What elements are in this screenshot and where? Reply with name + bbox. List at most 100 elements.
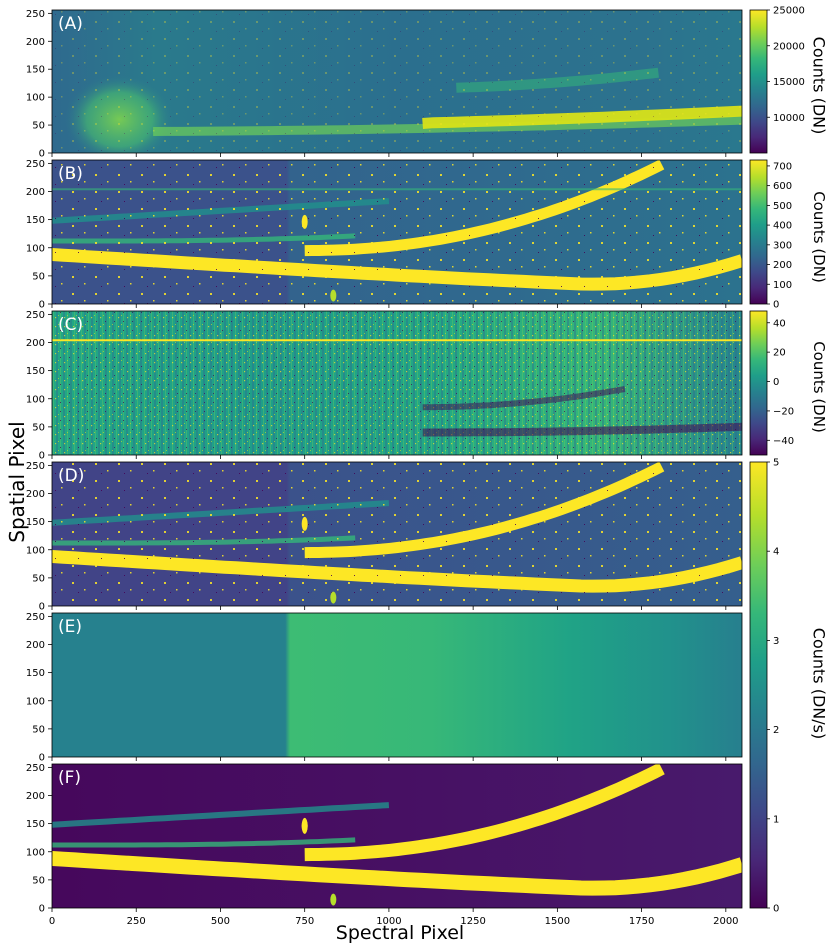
y-tick-label: 250 (26, 612, 45, 623)
y-tick-label: 100 (26, 394, 45, 405)
x-tick-label: 2000 (713, 916, 738, 927)
colorbar-tick-label: 200 (773, 260, 792, 271)
colorbar-tick-label: 600 (773, 181, 792, 192)
y-tick-label: 100 (26, 93, 45, 104)
residual-trace (422, 386, 626, 411)
heatmap-panel-f (52, 764, 742, 908)
y-tick-label: 250 (26, 9, 45, 20)
x-tick-label: 0 (49, 916, 55, 927)
panel-label: (C) (58, 315, 83, 335)
colorbar-tick-label: 25000 (773, 6, 805, 17)
panel-label: (D) (58, 466, 84, 486)
y-tick-label: 100 (26, 696, 45, 707)
colorbar-tick-label: 15000 (773, 77, 805, 88)
colorbar-tick-label: 500 (773, 201, 792, 212)
colorbar-label-a: Counts (DN) (809, 36, 829, 135)
heatmap-panel-c (52, 311, 742, 455)
colorbar-tick-label: 2 (773, 725, 779, 736)
panel-frame (51, 9, 743, 154)
colorbar-tick-label: 40 (773, 318, 786, 329)
colorbar-a (750, 10, 767, 153)
colorbar-tick-label: 1 (773, 814, 779, 825)
colorbar-tick-label: 400 (773, 221, 792, 232)
x-tick-label: 1000 (376, 916, 401, 927)
x-axis-label: Spectral Pixel (335, 922, 465, 944)
colorbar-tick-label: 20000 (773, 41, 805, 52)
y-tick-label: 50 (32, 271, 45, 282)
spectral-trace-lower (52, 851, 742, 896)
panel-frame (51, 159, 743, 305)
colorbar-c (750, 311, 767, 455)
colorbar-label-c: Counts (DN) (810, 341, 828, 433)
y-tick-label: 150 (26, 215, 45, 226)
y-tick-label: 150 (26, 366, 45, 377)
y-axis-label: Spatial Pixel (5, 421, 29, 543)
y-tick-label: 200 (26, 37, 45, 48)
y-tick-label: 150 (26, 668, 45, 679)
y-tick-label: 100 (26, 545, 45, 556)
y-tick-label: 200 (26, 640, 45, 651)
y-tick-label: 200 (26, 338, 45, 349)
y-tick-label: 0 (39, 602, 45, 613)
heatmap-panel-e (52, 613, 742, 757)
residual-trace (422, 422, 742, 437)
y-tick-label: 200 (26, 791, 45, 802)
y-tick-label: 50 (32, 422, 45, 433)
colorbar-tick-label: 3 (773, 636, 779, 647)
y-tick-label: 0 (39, 904, 45, 915)
panel-frame (51, 310, 743, 456)
y-tick-label: 200 (26, 187, 45, 198)
panel-frame (51, 763, 743, 909)
colorbar-tick-label: 100 (773, 280, 792, 291)
panel-label: (B) (58, 164, 83, 184)
colorbar-tick-label: 4 (773, 547, 779, 558)
colorbar-label-b: Counts (DN) (810, 191, 828, 283)
y-tick-label: 150 (26, 819, 45, 830)
y-tick-label: 50 (32, 573, 45, 584)
y-tick-label: 0 (39, 753, 45, 764)
colorbar-tick-label: −20 (773, 406, 794, 417)
y-tick-label: 50 (32, 121, 45, 132)
colorbar-tick-label: 0 (773, 377, 779, 388)
y-tick-label: 50 (32, 724, 45, 735)
y-tick-label: 0 (39, 300, 45, 311)
y-tick-label: 100 (26, 243, 45, 254)
colorbar-label-def: Counts (DN/s) (809, 627, 829, 740)
y-tick-label: 250 (26, 461, 45, 472)
y-tick-label: 250 (26, 159, 45, 170)
y-tick-label: 150 (26, 517, 45, 528)
y-tick-label: 0 (39, 451, 45, 462)
x-tick-label: 1500 (545, 916, 570, 927)
colorbar-tick-label: 300 (773, 240, 792, 251)
colorbar-tick-label: 20 (773, 348, 786, 359)
colorbar-tick-label: 0 (773, 904, 779, 915)
colorbar-tick-label: 10000 (773, 113, 805, 124)
x-tick-label: 1250 (460, 916, 485, 927)
y-tick-label: 150 (26, 65, 45, 76)
x-tick-label: 1750 (629, 916, 654, 927)
y-tick-label: 250 (26, 763, 45, 774)
heatmap-panel-a (52, 10, 742, 153)
panel-label: (E) (58, 617, 82, 637)
colorbar-tick-label: −40 (773, 436, 794, 447)
colorbar-tick-label: 5 (773, 458, 779, 469)
panel-label: (A) (58, 14, 83, 34)
y-tick-label: 50 (32, 875, 45, 886)
x-tick-label: 750 (295, 916, 314, 927)
x-tick-label: 250 (127, 916, 146, 927)
panel-frame (51, 612, 743, 758)
y-tick-label: 250 (26, 310, 45, 321)
spectral-trace-upper (304, 764, 665, 862)
panel-label: (F) (58, 768, 81, 788)
faint-trace (52, 837, 356, 848)
y-tick-label: 0 (39, 149, 45, 160)
y-tick-label: 200 (26, 489, 45, 500)
panel-frame (51, 461, 743, 607)
heatmap-panel-d (52, 462, 742, 606)
x-tick-label: 500 (211, 916, 230, 927)
colorbar-tick-label: 0 (773, 300, 779, 311)
y-tick-label: 100 (26, 847, 45, 858)
colorbar-tick-label: 700 (773, 161, 792, 172)
colorbar-b (750, 160, 767, 304)
